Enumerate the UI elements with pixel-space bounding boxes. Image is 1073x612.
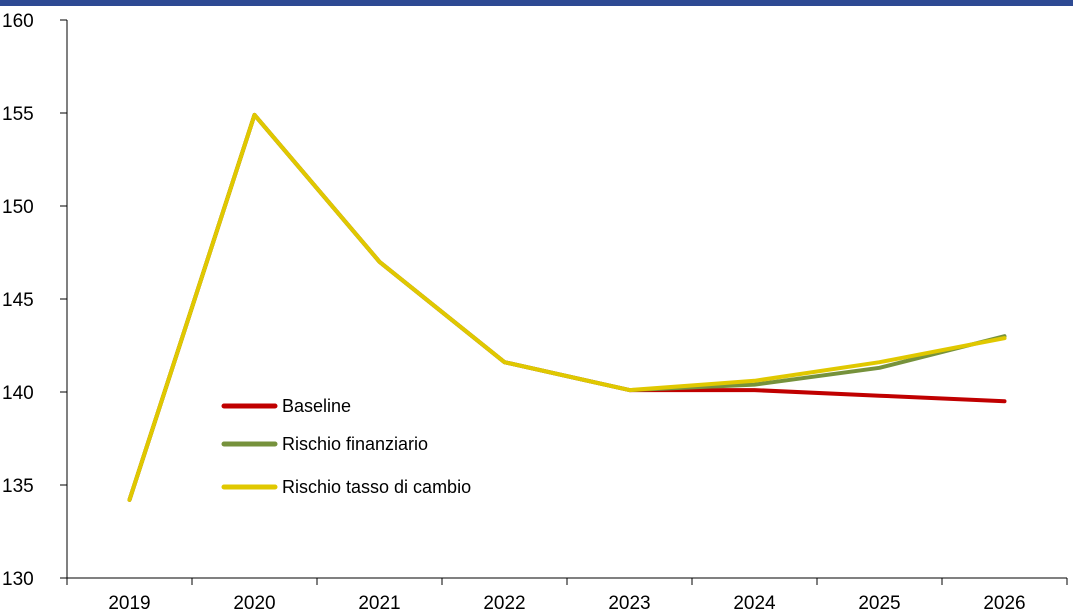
y-tick-label: 160 <box>2 11 34 32</box>
legend-label: Baseline <box>282 396 351 416</box>
x-tick-label: 2022 <box>483 593 525 612</box>
legend-label: Rischio finanziario <box>282 434 428 454</box>
y-tick-label: 155 <box>2 104 34 125</box>
x-tick-label: 2025 <box>858 593 900 612</box>
series-line-2 <box>127 112 1007 502</box>
top-accent-bar <box>0 0 1073 6</box>
y-tick-label: 135 <box>2 476 34 497</box>
x-tick-label: 2026 <box>983 593 1025 612</box>
x-tick-label: 2021 <box>358 593 400 612</box>
chart-axes <box>66 20 1067 579</box>
legend-label: Rischio tasso di cambio <box>282 477 471 497</box>
x-axis-ticks: 2019 2020 2021 2022 2023 2024 2025 2026 <box>66 578 1068 612</box>
x-tick-label: 2024 <box>733 593 776 612</box>
x-tick-label: 2020 <box>233 593 275 612</box>
y-axis-ticks: 130 135 140 145 150 155 160 <box>2 11 67 590</box>
y-tick-label: 150 <box>2 197 34 218</box>
y-tick-label: 145 <box>2 290 34 311</box>
series-lines <box>127 112 1007 502</box>
y-tick-label: 140 <box>2 383 34 404</box>
y-tick-label: 130 <box>2 569 34 590</box>
legend: Baseline Rischio finanziario Rischio tasso… <box>221 396 471 497</box>
x-tick-label: 2019 <box>108 593 150 612</box>
x-tick-label: 2023 <box>608 593 650 612</box>
